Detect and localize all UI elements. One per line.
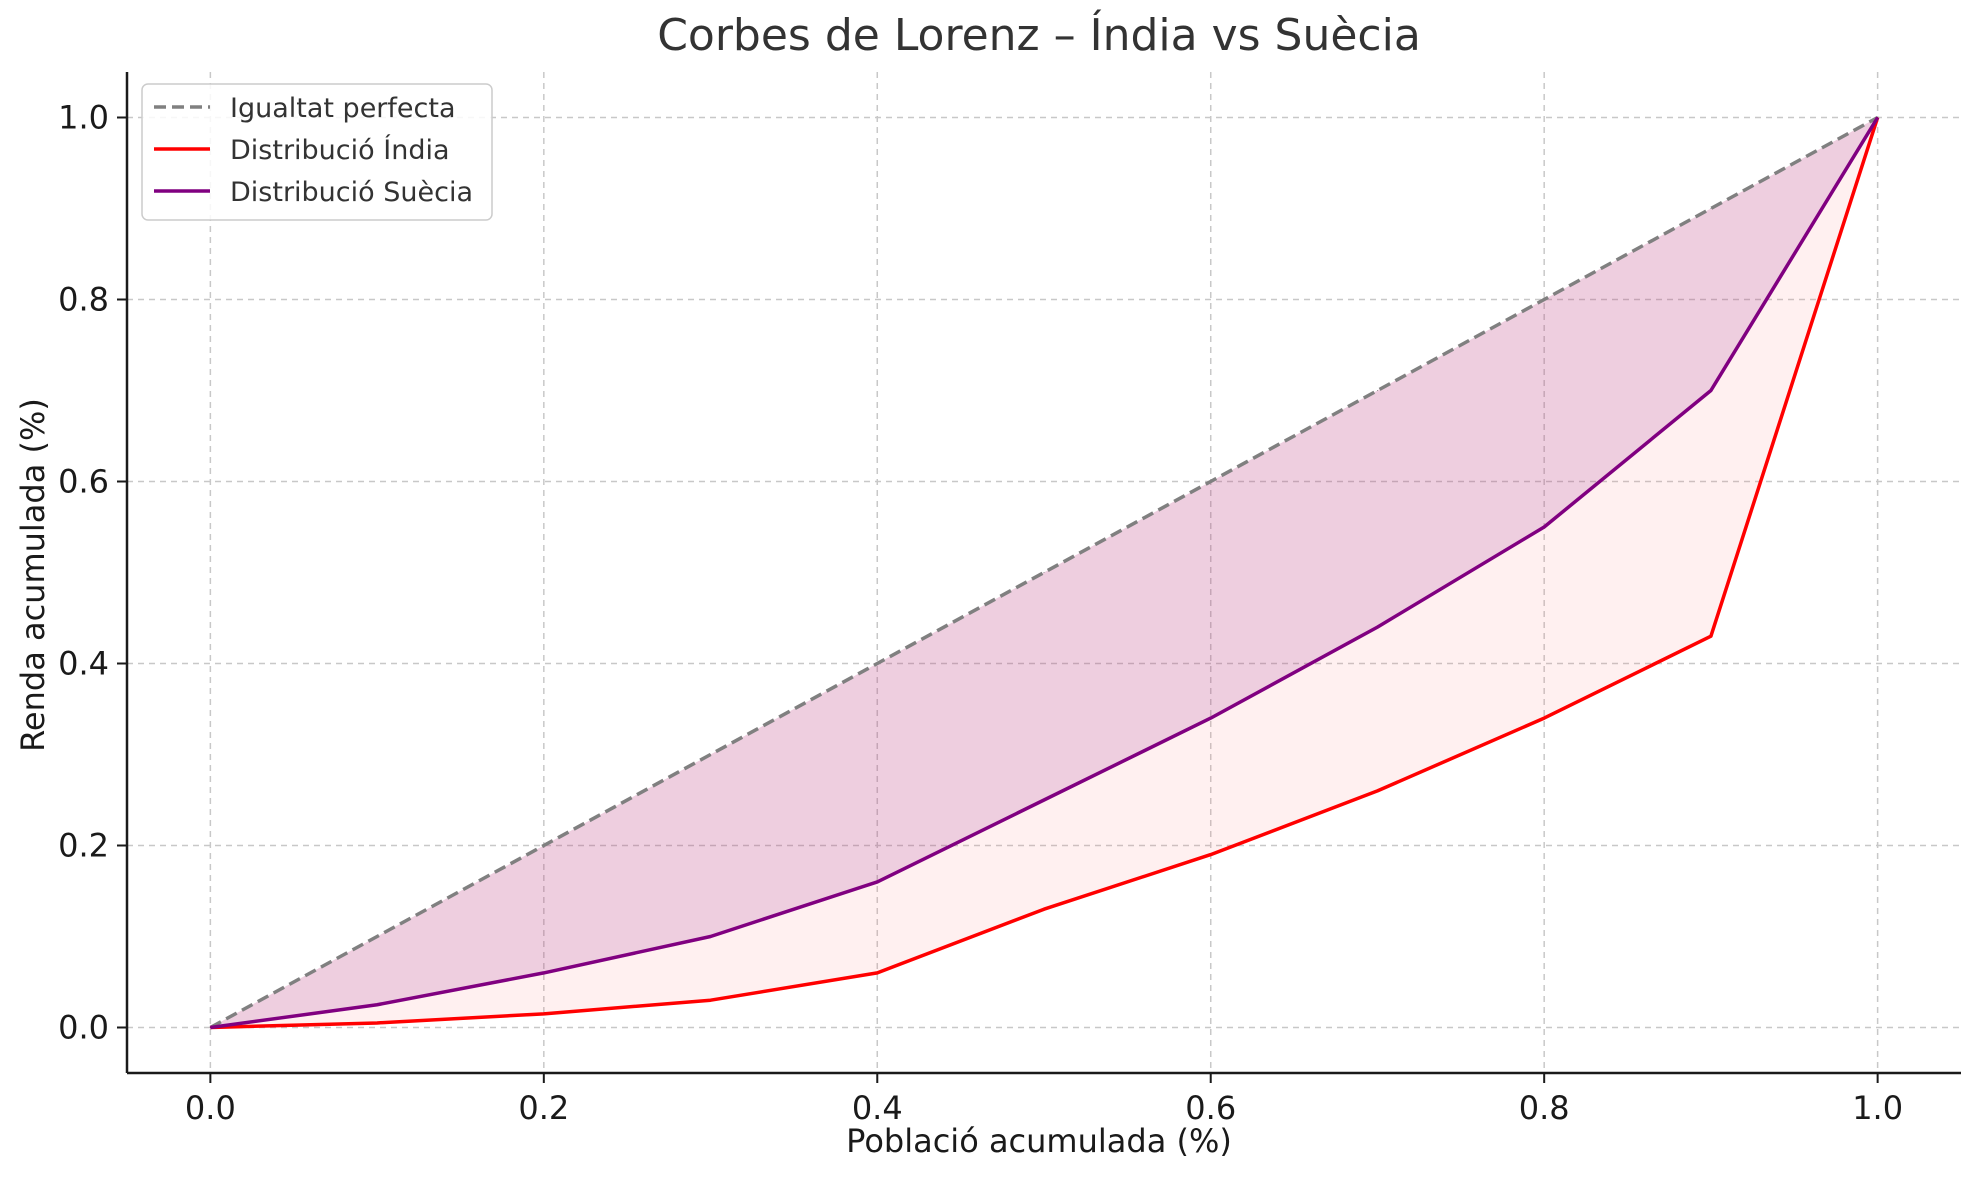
series-point-1: [1710, 635, 1712, 637]
series-point-0: [376, 936, 378, 937]
series-point-2: [876, 881, 878, 883]
series-point-2: [710, 936, 712, 937]
y-tick-label: 0.4: [58, 645, 109, 683]
x-tick-label: 1.0: [1852, 1089, 1903, 1127]
series-point-2: [1543, 526, 1545, 528]
y-tick-label: 0.0: [58, 1009, 109, 1047]
series-point-2: [1043, 799, 1045, 801]
series-point-2: [209, 1027, 211, 1028]
series-point-1: [543, 1013, 545, 1015]
axes: [125, 72, 1961, 1075]
x-tick-label: 0.4: [852, 1089, 903, 1127]
series-point-2: [1376, 626, 1378, 628]
y-tick-label: 0.8: [58, 281, 109, 319]
series-point-0: [710, 754, 712, 755]
series-line-0: [209, 115, 1879, 1030]
y-axis-label: Renda acumulada (%): [14, 398, 52, 752]
series-point-0: [876, 663, 878, 664]
x-tick-label: 0.6: [1185, 1089, 1236, 1127]
chart-title: Corbes de Lorenz – Índia vs Suècia: [657, 8, 1421, 61]
series-point-2: [1710, 390, 1712, 391]
series-point-2: [1877, 117, 1879, 118]
x-tick-label: 0.8: [1519, 1089, 1570, 1127]
series-point-2: [376, 1004, 378, 1006]
series-point-1: [1376, 790, 1378, 792]
legend-label: Igualtat perfecta: [230, 93, 456, 124]
y-tick-label: 0.6: [58, 463, 109, 501]
x-tick-label: 0.0: [185, 1089, 236, 1127]
legend: Igualtat perfecta Distribució Índia Distri…: [141, 83, 493, 221]
series-point-1: [876, 972, 878, 974]
y-tick-label: 1.0: [58, 99, 109, 137]
legend-label: Distribució Suècia: [230, 177, 473, 208]
series-point-0: [543, 845, 545, 846]
series-point-0: [1376, 390, 1378, 391]
series-point-2: [543, 972, 545, 974]
grid: [127, 72, 1961, 1073]
series-lines: [209, 115, 1880, 1030]
legend-label: Distribució Índia: [230, 134, 450, 166]
x-axis-label: Població acumulada (%): [846, 1122, 1232, 1160]
legend-box: [141, 83, 493, 221]
series-point-0: [1710, 208, 1712, 209]
series-point-1: [1210, 854, 1212, 856]
series-point-1: [1043, 908, 1045, 910]
ticks: 0.0 0.2 0.4 0.6 0.8 1.0 0.0 0.2 0.4 0.6 0.8 1.0: [58, 99, 1903, 1128]
series-point-2: [1210, 717, 1212, 719]
series-point-0: [1210, 481, 1212, 482]
x-tick-label: 0.2: [518, 1089, 569, 1127]
series-point-1: [376, 1022, 378, 1024]
y-tick-label: 0.2: [58, 827, 109, 865]
series-point-0: [1543, 299, 1545, 300]
series-point-1: [1543, 717, 1545, 719]
series-point-1: [710, 999, 712, 1001]
series-point-0: [1043, 572, 1045, 573]
